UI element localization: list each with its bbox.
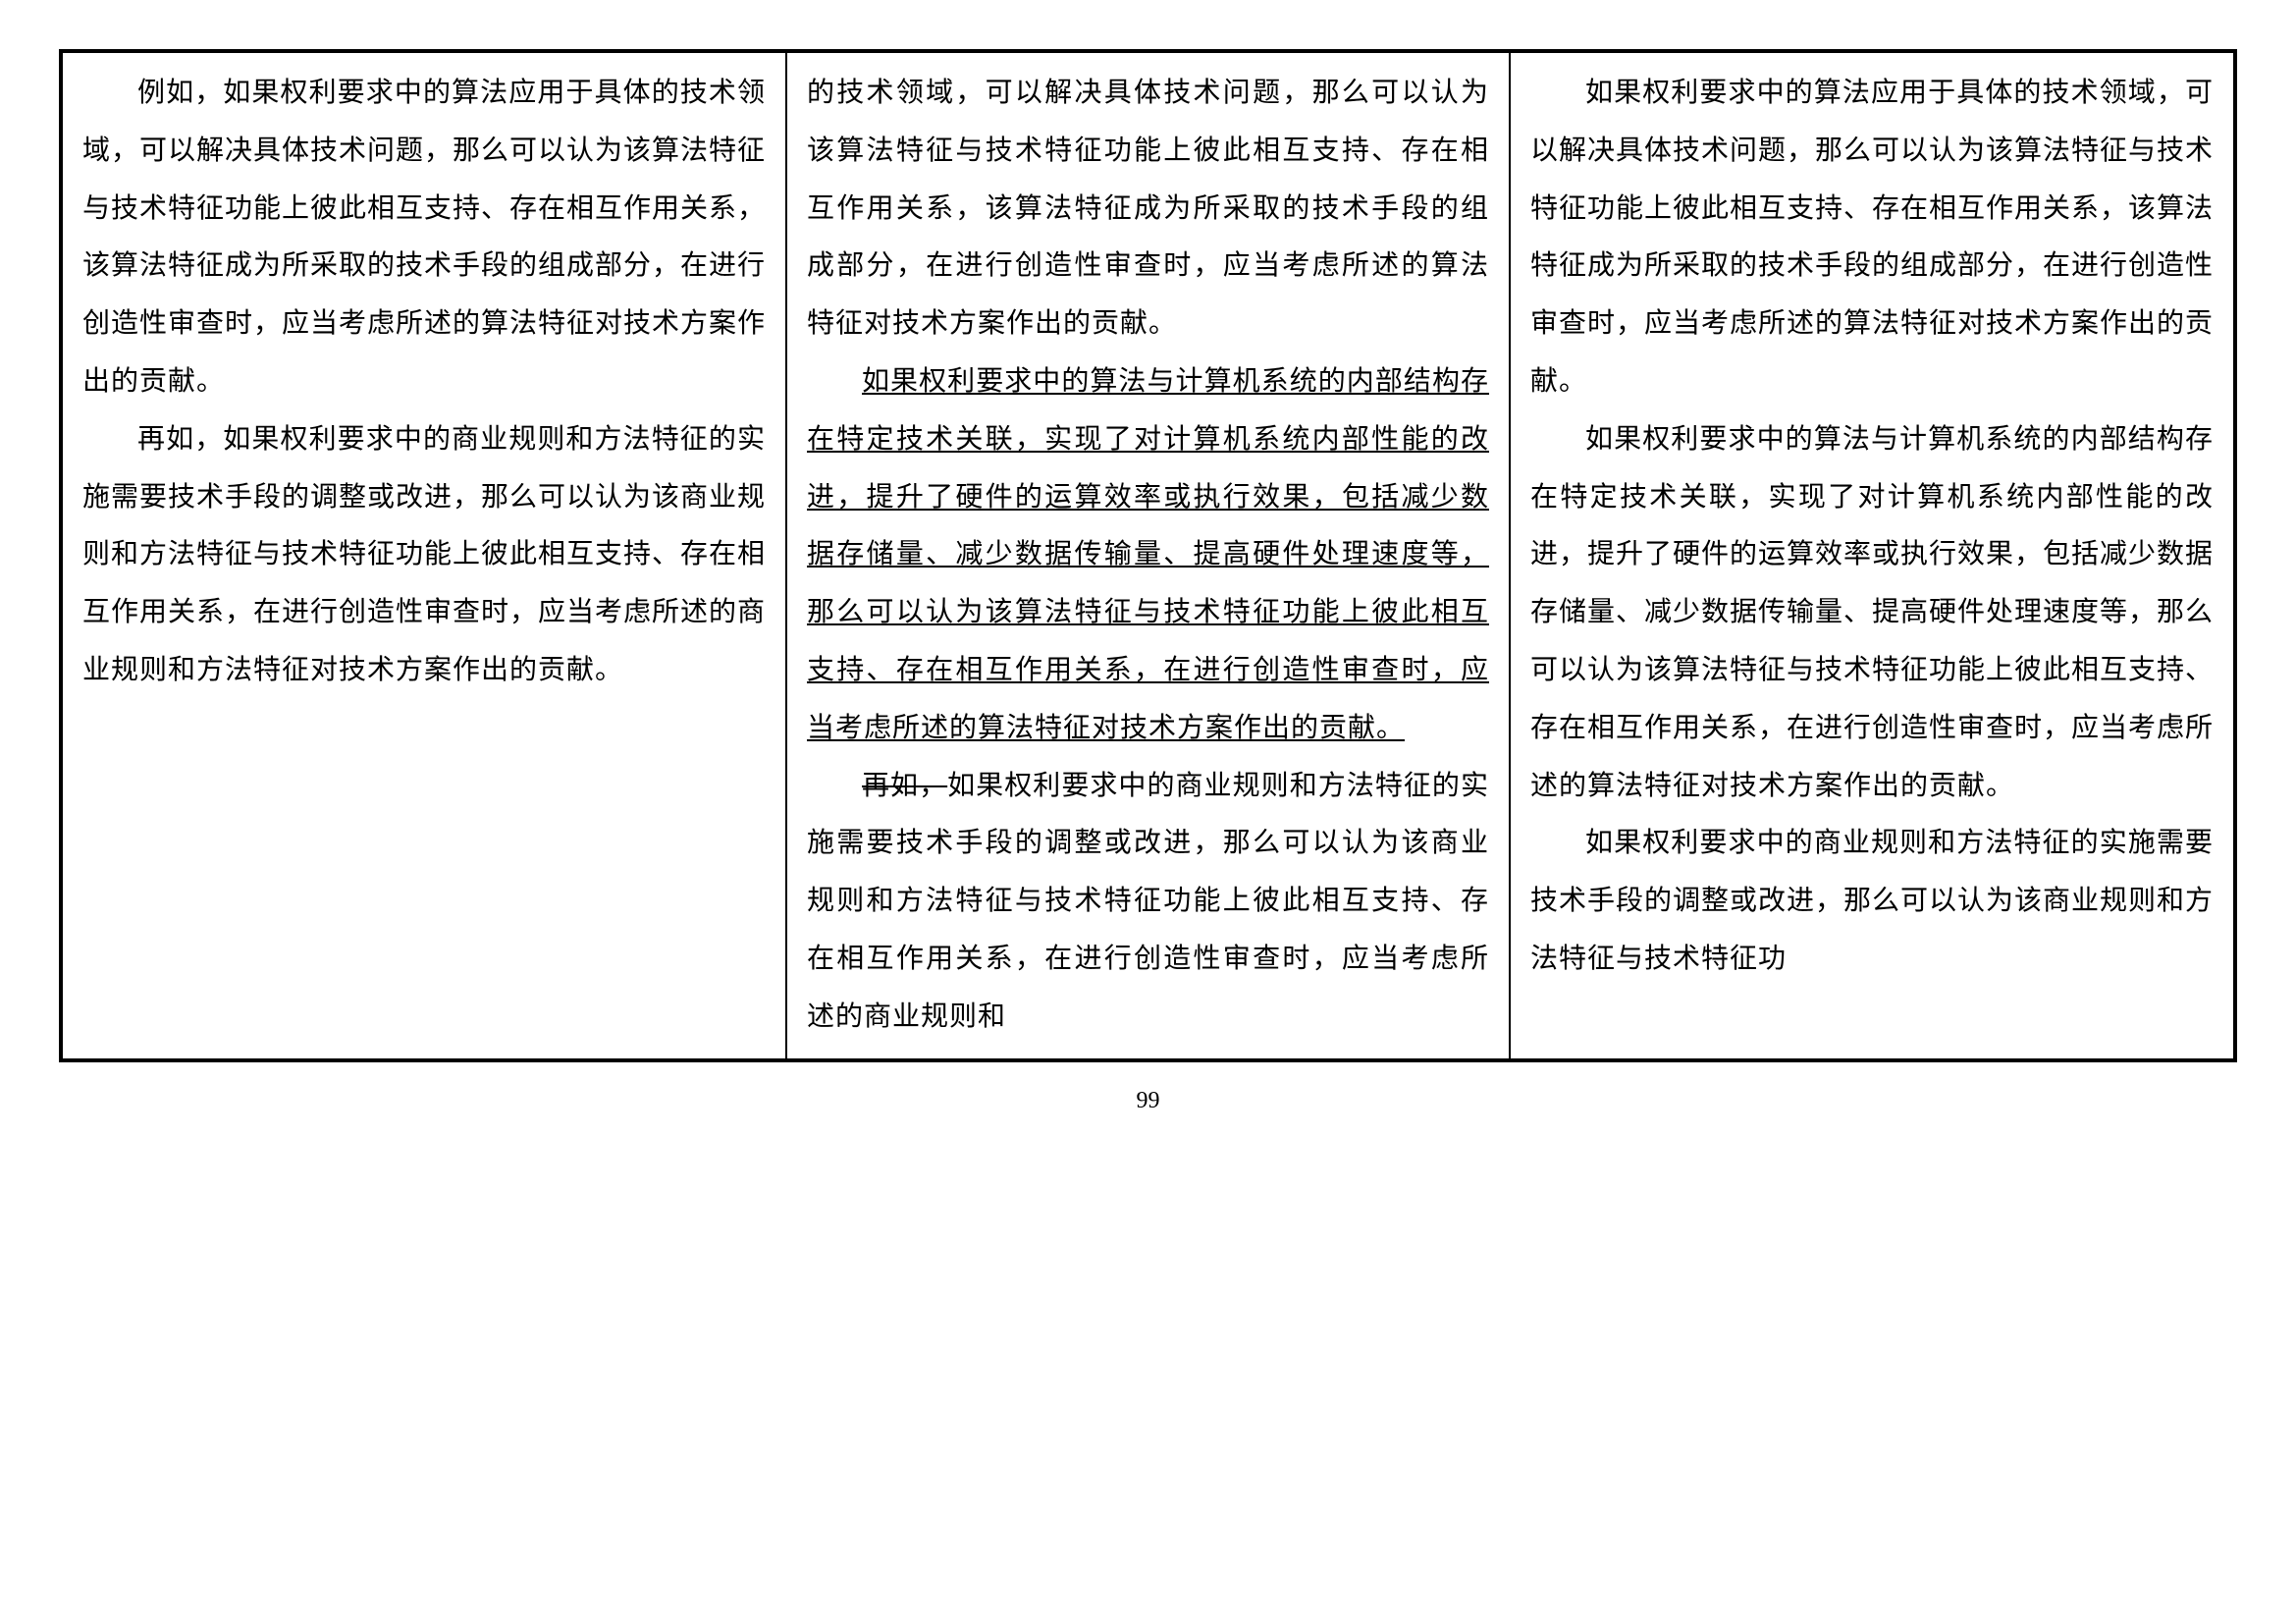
paragraph: 再如，如果权利要求中的商业规则和方法特征的实施需要技术手段的调整或改进，那么可以…: [807, 758, 1489, 1047]
paragraph: 再如，如果权利要求中的商业规则和方法特征的实施需要技术手段的调整或改进，那么可以…: [82, 411, 766, 700]
paragraph: 如果权利要求中的算法与计算机系统的内部结构存在特定技术关联，实现了对计算机系统内…: [807, 353, 1489, 758]
text-segment: 如果权利要求中的商业规则和方法特征的实施需要技术手段的调整或改进，那么可以认为该…: [1530, 828, 2214, 974]
column-3: 如果权利要求中的算法应用于具体的技术领域，可以解决具体技术问题，那么可以认为该算…: [1510, 53, 2233, 1058]
text-segment: 再如，如果权利要求中的商业规则和方法特征的实施需要技术手段的调整或改进，那么可以…: [82, 424, 766, 685]
paragraph: 例如，如果权利要求中的算法应用于具体的技术领域，可以解决具体技术问题，那么可以认…: [82, 65, 766, 411]
page-number: 99: [59, 1088, 2237, 1114]
text-segment: 的技术领域，可以解决具体技术问题，那么可以认为该算法特征与技术特征功能上彼此相互…: [807, 78, 1489, 339]
paragraph: 如果权利要求中的商业规则和方法特征的实施需要技术手段的调整或改进，那么可以认为该…: [1530, 815, 2214, 988]
table-row: 例如，如果权利要求中的算法应用于具体的技术领域，可以解决具体技术问题，那么可以认…: [63, 53, 2233, 1058]
text-segment: 再如，: [862, 771, 947, 801]
comparison-table: 例如，如果权利要求中的算法应用于具体的技术领域，可以解决具体技术问题，那么可以认…: [63, 53, 2233, 1058]
text-segment: 例如，如果权利要求中的算法应用于具体的技术领域，可以解决具体技术问题，那么可以认…: [82, 78, 766, 397]
column-1: 例如，如果权利要求中的算法应用于具体的技术领域，可以解决具体技术问题，那么可以认…: [63, 53, 786, 1058]
paragraph: 如果权利要求中的算法应用于具体的技术领域，可以解决具体技术问题，那么可以认为该算…: [1530, 65, 2214, 411]
column-2: 的技术领域，可以解决具体技术问题，那么可以认为该算法特征与技术特征功能上彼此相互…: [786, 53, 1510, 1058]
paragraph: 的技术领域，可以解决具体技术问题，那么可以认为该算法特征与技术特征功能上彼此相互…: [807, 65, 1489, 353]
text-segment: 如果权利要求中的算法应用于具体的技术领域，可以解决具体技术问题，那么可以认为该算…: [1530, 78, 2214, 397]
text-segment: 如果权利要求中的商业规则和方法特征的实施需要技术手段的调整或改进，那么可以认为该…: [807, 771, 1489, 1032]
comparison-table-container: 例如，如果权利要求中的算法应用于具体的技术领域，可以解决具体技术问题，那么可以认…: [59, 49, 2237, 1062]
text-segment: 如果权利要求中的算法与计算机系统的内部结构存在特定技术关联，实现了对计算机系统内…: [1530, 424, 2214, 801]
text-segment: 如果权利要求中的算法与计算机系统的内部结构存在特定技术关联，实现了对计算机系统内…: [807, 366, 1489, 743]
paragraph: 如果权利要求中的算法与计算机系统的内部结构存在特定技术关联，实现了对计算机系统内…: [1530, 411, 2214, 816]
